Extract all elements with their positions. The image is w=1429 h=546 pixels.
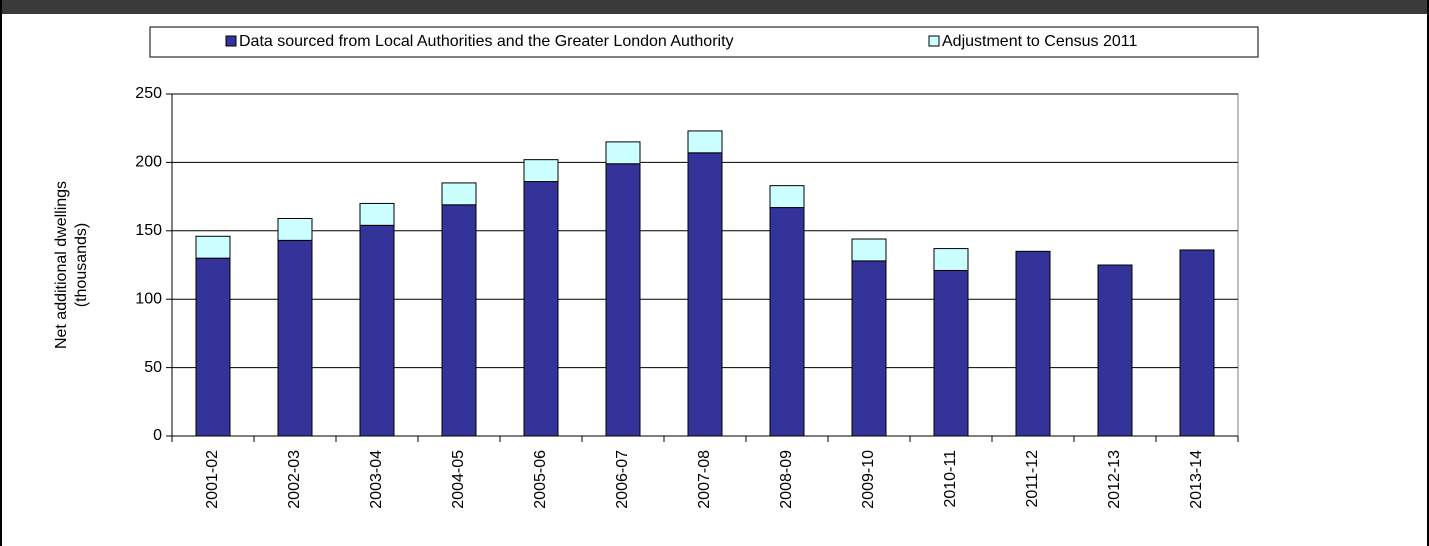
legend-swatch — [225, 35, 237, 47]
bar-segment — [605, 163, 641, 437]
y-tick-label: 200 — [135, 154, 162, 171]
y-axis-label-line: Net additional dwellings — [53, 181, 70, 349]
x-tick-label-group: 2011-12 — [1024, 450, 1041, 508]
x-tick-label-group: 2001-02 — [204, 450, 221, 509]
x-tick-label-group: 2005-06 — [532, 450, 549, 509]
y-axis-label-line: (thousands) — [73, 223, 90, 308]
x-tick-label-group: 2008-09 — [778, 450, 795, 509]
bar-segment — [195, 235, 231, 259]
x-tick-label-group: 2013-14 — [1188, 450, 1205, 509]
y-tick-label: 150 — [135, 222, 162, 239]
x-tick-label-group: 2004-05 — [450, 450, 467, 509]
x-tick-label: 2007-08 — [696, 450, 713, 509]
x-tick-label: 2004-05 — [450, 450, 467, 509]
x-tick-label-group: 2003-04 — [368, 450, 385, 509]
bar-segment — [523, 159, 559, 183]
bar-segment — [441, 182, 477, 206]
legend-label: Adjustment to Census 2011 — [942, 33, 1137, 50]
bar-segment — [523, 181, 559, 437]
bar-segment — [769, 207, 805, 437]
bar-segment — [1015, 250, 1051, 437]
bar-segment — [933, 269, 969, 437]
y-tick-label: 250 — [135, 85, 162, 102]
x-tick-label: 2009-10 — [860, 450, 877, 509]
bar-segment — [359, 202, 395, 226]
x-tick-label: 2001-02 — [204, 450, 221, 509]
bar-segment — [687, 130, 723, 154]
bar-segment — [441, 204, 477, 437]
x-tick-label: 2013-14 — [1188, 450, 1205, 509]
bar-segment — [851, 260, 887, 437]
bar-segment — [359, 224, 395, 437]
bar-segment — [277, 217, 313, 241]
y-tick-label: 100 — [135, 290, 162, 307]
y-tick-label: 50 — [144, 359, 162, 376]
bar-segment — [1179, 249, 1215, 437]
x-tick-label: 2010-11 — [942, 450, 959, 508]
x-tick-label: 2012-13 — [1106, 450, 1123, 509]
y-tick-label: 0 — [153, 427, 162, 444]
bar-segment — [277, 239, 313, 437]
bar-segment — [1097, 264, 1133, 437]
bar-segment — [851, 238, 887, 262]
x-tick-label: 2002-03 — [286, 450, 303, 509]
legend-box — [149, 26, 1259, 58]
bar-segment — [769, 185, 805, 209]
x-tick-label-group: 2006-07 — [614, 450, 631, 509]
bar-segment — [605, 141, 641, 165]
bar-segment — [195, 257, 231, 437]
x-tick-label-group: 2007-08 — [696, 450, 713, 509]
x-tick-label-group: 2010-11 — [942, 450, 959, 508]
x-tick-label: 2003-04 — [368, 450, 385, 509]
bar-segment — [687, 152, 723, 437]
x-tick-label: 2008-09 — [778, 450, 795, 509]
y-axis-label: Net additional dwellings (thousands) — [53, 181, 90, 349]
x-tick-label: 2005-06 — [532, 450, 549, 509]
header-bar — [0, 0, 1429, 14]
legend-label: Data sourced from Local Authorities and … — [239, 33, 734, 50]
x-tick-label-group: 2009-10 — [860, 450, 877, 509]
x-tick-label: 2006-07 — [614, 450, 631, 509]
x-tick-label-group: 2002-03 — [286, 450, 303, 509]
bar-segment — [933, 248, 969, 271]
x-tick-label: 2011-12 — [1024, 450, 1041, 508]
legend-swatch — [928, 35, 940, 47]
x-tick-label-group: 2012-13 — [1106, 450, 1123, 509]
